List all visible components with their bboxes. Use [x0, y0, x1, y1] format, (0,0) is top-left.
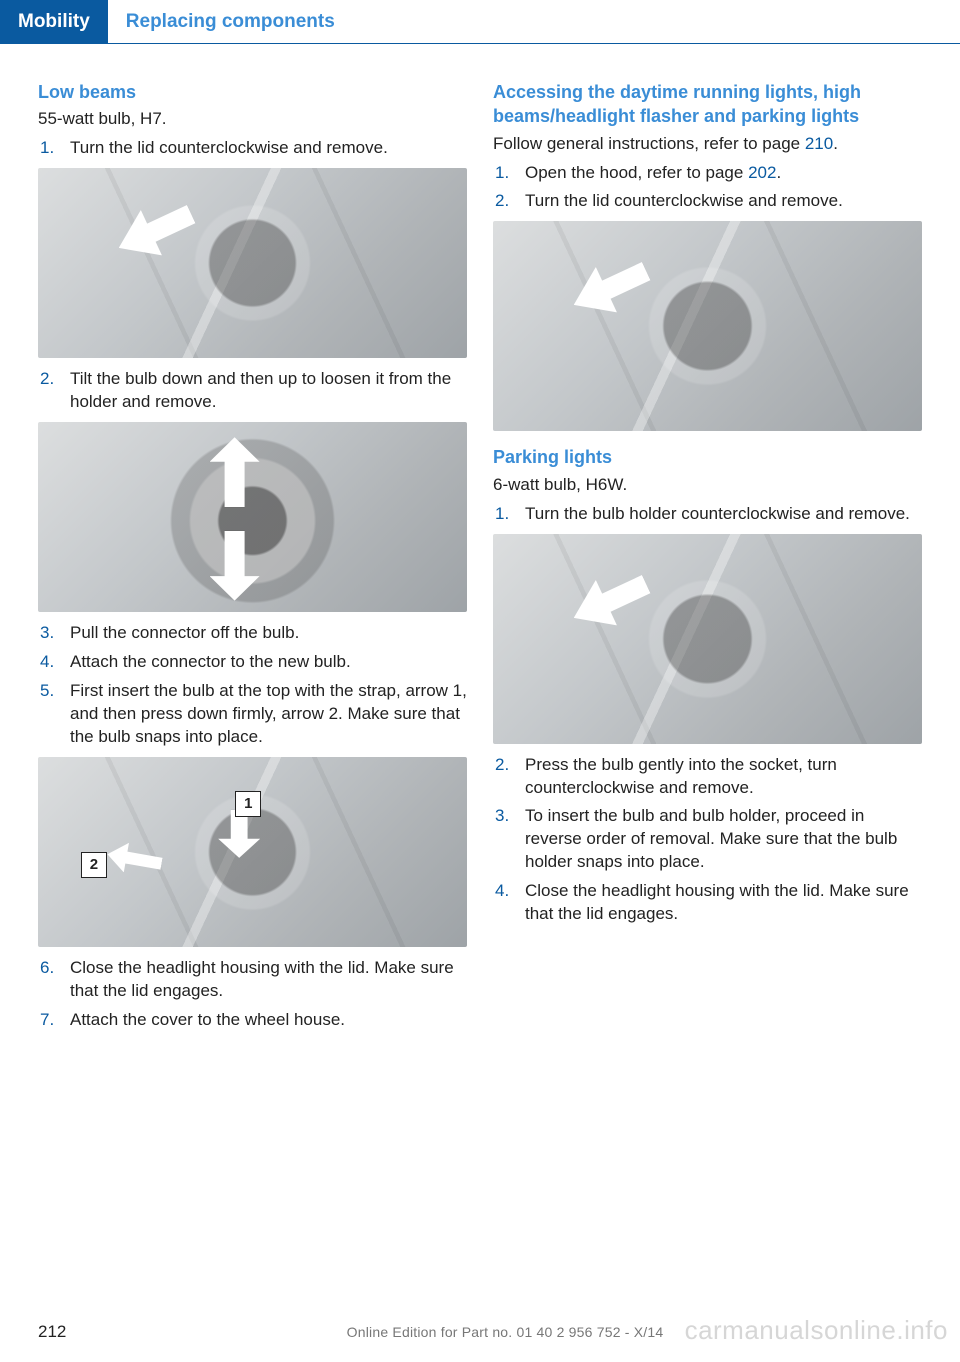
- page-number: 212: [38, 1321, 88, 1344]
- step-number: 2.: [495, 190, 515, 213]
- figure-insert-bulb: 1 2: [38, 757, 467, 947]
- page-ref-link[interactable]: 202: [748, 163, 776, 182]
- step-text: Turn the lid counterclockwise and remove…: [70, 137, 467, 160]
- header-section-tab: Mobility: [0, 0, 108, 43]
- step-7: 7. Attach the cover to the wheel house.: [38, 1009, 467, 1032]
- step-number: 5.: [40, 680, 60, 749]
- spec-low-beams: 55-watt bulb, H7.: [38, 108, 467, 131]
- step-c1: 1. Turn the bulb holder counterclockwise…: [493, 503, 922, 526]
- step-text: Press the bulb gently into the socket, t…: [525, 754, 922, 800]
- figure-tilt-bulb: [38, 422, 467, 612]
- page-content: Low beams 55-watt bulb, H7. 1. Turn the …: [0, 44, 960, 1038]
- step-number: 1.: [495, 503, 515, 526]
- step-number: 4.: [40, 651, 60, 674]
- step-number: 3.: [495, 805, 515, 874]
- step-b1: 1. Open the hood, refer to page 202.: [493, 162, 922, 185]
- step-text: First insert the bulb at the top with th…: [70, 680, 467, 749]
- step-text: Close the headlight housing with the lid…: [525, 880, 922, 926]
- step-text: Close the headlight housing with the lid…: [70, 957, 467, 1003]
- arrow-2-icon: [104, 840, 163, 879]
- footer-edition-text: Online Edition for Part no. 01 40 2 956 …: [88, 1323, 922, 1342]
- step-text: Pull the connector off the bulb.: [70, 622, 467, 645]
- step-number: 1.: [495, 162, 515, 185]
- step-text: Turn the bulb holder counterclockwise an…: [525, 503, 922, 526]
- text-fragment: Follow general instructions, refer to pa…: [493, 134, 805, 153]
- step-c2: 2. Press the bulb gently into the socket…: [493, 754, 922, 800]
- step-number: 7.: [40, 1009, 60, 1032]
- heading-low-beams: Low beams: [38, 80, 467, 104]
- spec-parking: 6-watt bulb, H6W.: [493, 474, 922, 497]
- heading-parking-lights: Parking lights: [493, 445, 922, 469]
- figure-lid-remove: [38, 168, 467, 358]
- step-4: 4. Attach the connector to the new bulb.: [38, 651, 467, 674]
- step-text: Tilt the bulb down and then up to loosen…: [70, 368, 467, 414]
- callout-badge-1: 1: [235, 791, 261, 817]
- right-column: Accessing the daytime running lights, hi…: [493, 70, 922, 1038]
- page-ref-link[interactable]: 210: [805, 134, 833, 153]
- arrow-down-icon: [210, 531, 260, 601]
- figure-hood-lid: [493, 221, 922, 431]
- step-6: 6. Close the headlight housing with the …: [38, 957, 467, 1003]
- callout-badge-2: 2: [81, 852, 107, 878]
- step-5: 5. First insert the bulb at the top with…: [38, 680, 467, 749]
- step-number: 3.: [40, 622, 60, 645]
- step-number: 2.: [495, 754, 515, 800]
- page-footer: 212 Online Edition for Part no. 01 40 2 …: [0, 1321, 960, 1344]
- step-number: 4.: [495, 880, 515, 926]
- step-text: Attach the connector to the new bulb.: [70, 651, 467, 674]
- heading-accessing: Accessing the daytime running lights, hi…: [493, 80, 922, 129]
- step-text: Attach the cover to the wheel house.: [70, 1009, 467, 1032]
- step-b2: 2. Turn the lid counterclockwise and rem…: [493, 190, 922, 213]
- step-text: Turn the lid counterclockwise and remove…: [525, 190, 922, 213]
- figure-bulb-holder: [493, 534, 922, 744]
- step-number: 1.: [40, 137, 60, 160]
- step-1: 1. Turn the lid counterclockwise and rem…: [38, 137, 467, 160]
- step-c4: 4. Close the headlight housing with the …: [493, 880, 922, 926]
- step-number: 6.: [40, 957, 60, 1003]
- text-fragment: Open the hood, refer to page: [525, 163, 748, 182]
- text-fragment: .: [776, 163, 781, 182]
- page-header: Mobility Replacing components: [0, 0, 960, 44]
- step-2: 2. Tilt the bulb down and then up to loo…: [38, 368, 467, 414]
- text-fragment: .: [833, 134, 838, 153]
- header-chapter: Replacing components: [108, 0, 353, 43]
- left-column: Low beams 55-watt bulb, H7. 1. Turn the …: [38, 70, 467, 1038]
- step-number: 2.: [40, 368, 60, 414]
- access-intro: Follow general instructions, refer to pa…: [493, 133, 922, 156]
- step-text: Open the hood, refer to page 202.: [525, 162, 922, 185]
- step-3: 3. Pull the connector off the bulb.: [38, 622, 467, 645]
- step-text: To insert the bulb and bulb holder, proc…: [525, 805, 922, 874]
- step-c3: 3. To insert the bulb and bulb holder, p…: [493, 805, 922, 874]
